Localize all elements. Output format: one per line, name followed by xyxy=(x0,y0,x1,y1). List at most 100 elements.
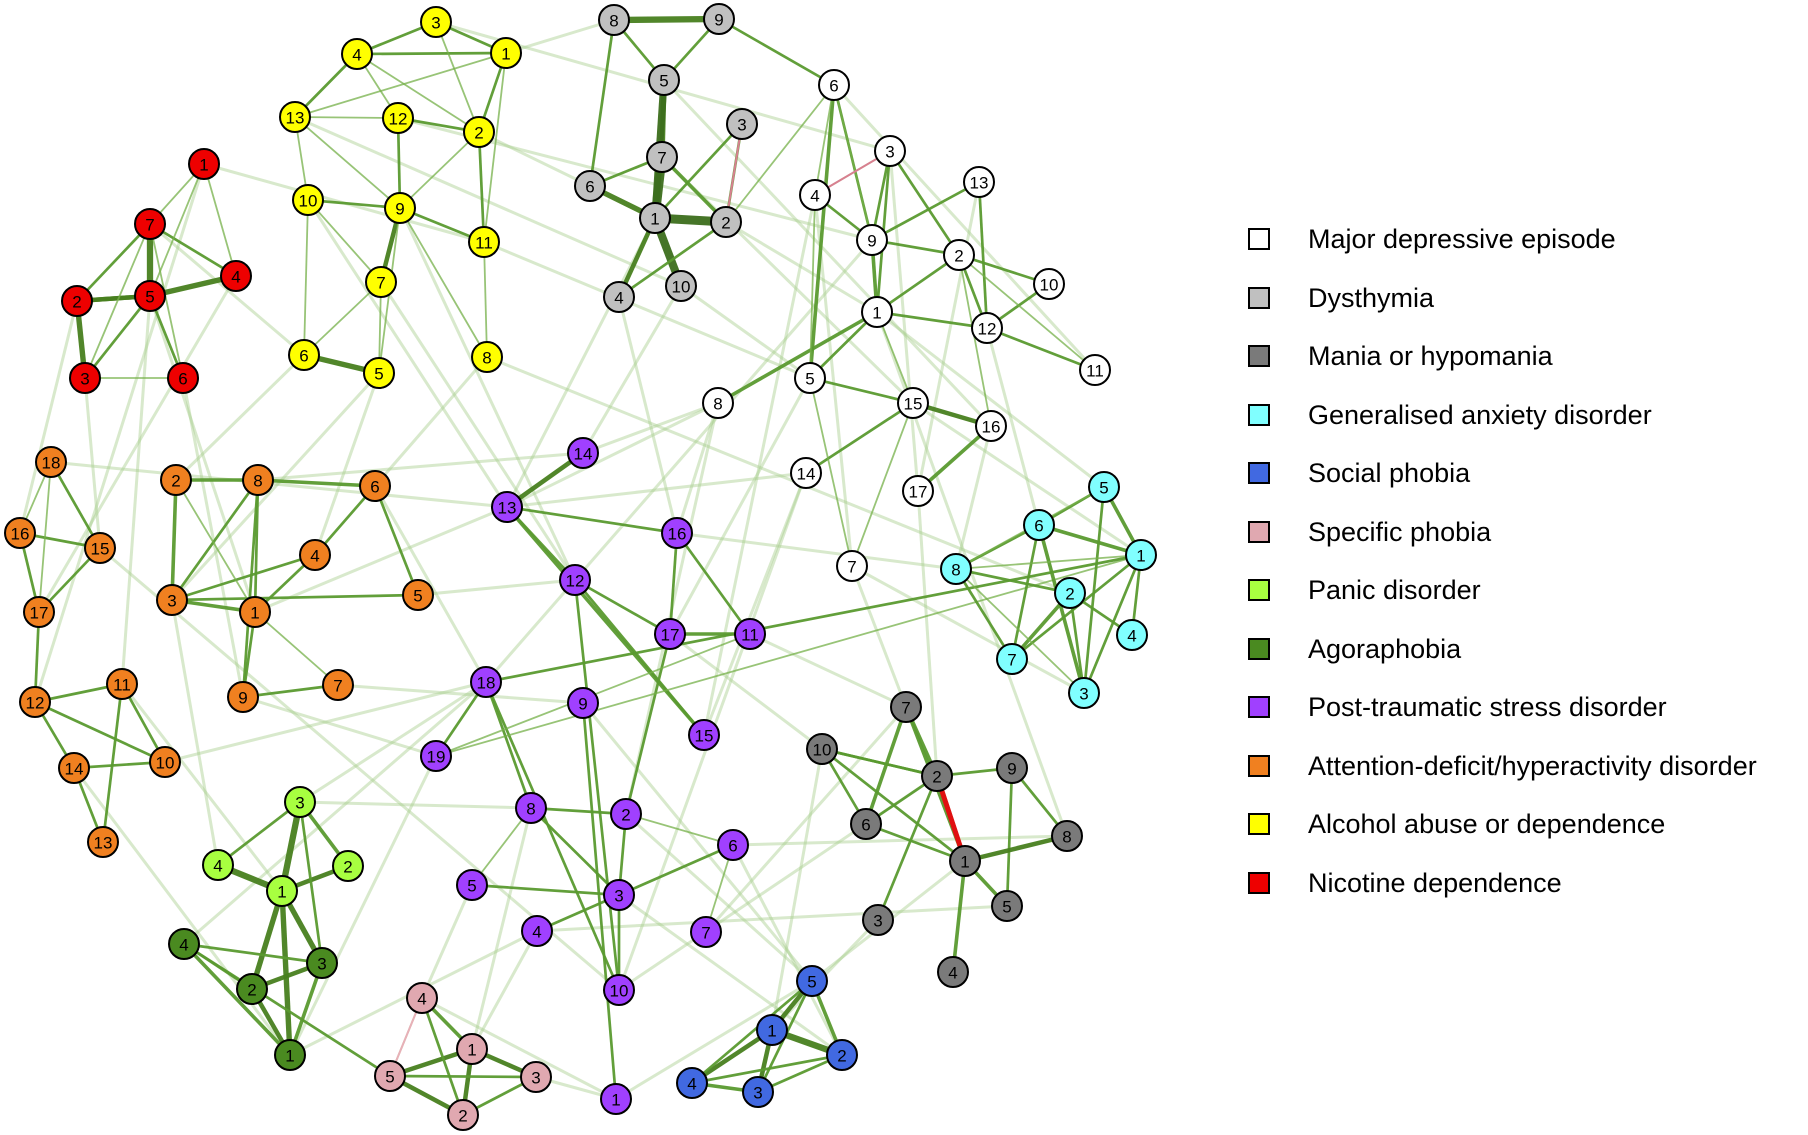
node-circle xyxy=(299,539,331,571)
node-gad-7: 7 xyxy=(996,643,1028,675)
faint-edge xyxy=(164,680,487,764)
node-label: 7 xyxy=(657,149,666,168)
node-circle xyxy=(160,464,192,496)
faint-edge xyxy=(120,295,152,685)
node-circle xyxy=(239,596,271,628)
legend-item-specific-phobia: Specific phobia xyxy=(1248,515,1808,574)
node-adhd-2: 2 xyxy=(160,464,192,496)
node-circle xyxy=(4,517,36,549)
node-label: 11 xyxy=(1086,362,1104,381)
node-label: 13 xyxy=(498,499,517,518)
node-circle xyxy=(288,339,320,371)
edge xyxy=(955,554,1142,570)
node-alc-3: 3 xyxy=(420,6,452,38)
node-label: 1 xyxy=(250,604,259,623)
node-alc-8: 8 xyxy=(471,341,503,373)
node-label: 10 xyxy=(672,278,691,297)
edge xyxy=(888,150,961,256)
node-ptsd-17: 17 xyxy=(654,618,686,650)
faint-edge xyxy=(478,130,591,188)
faint-edge xyxy=(749,632,907,709)
node-circle xyxy=(794,362,826,394)
node-nic-4: 4 xyxy=(220,260,252,292)
faint-edge xyxy=(170,371,381,602)
node-circle xyxy=(490,37,522,69)
node-circle xyxy=(1125,539,1157,571)
node-ptsd-5: 5 xyxy=(456,869,488,901)
node-adhd-1: 1 xyxy=(239,596,271,628)
node-label: 15 xyxy=(695,727,714,746)
node-circle xyxy=(470,666,502,698)
edge xyxy=(574,578,671,636)
edge xyxy=(49,461,102,549)
node-nic-1: 1 xyxy=(188,148,220,180)
edge xyxy=(203,163,237,277)
node-label: 13 xyxy=(970,174,989,193)
node-label: 8 xyxy=(253,472,262,491)
faint-edge xyxy=(662,78,993,428)
edge xyxy=(986,326,1096,372)
node-circle xyxy=(1023,509,1055,541)
node-circle xyxy=(991,890,1023,922)
edge xyxy=(977,181,989,329)
node-circle xyxy=(836,550,868,582)
edge xyxy=(506,505,678,535)
node-circle xyxy=(19,686,51,718)
edge xyxy=(573,579,706,736)
edge xyxy=(691,1053,843,1085)
node-man-8: 8 xyxy=(1051,820,1083,852)
node-label: 12 xyxy=(978,320,997,339)
edge xyxy=(420,997,465,1116)
node-label: 18 xyxy=(477,674,496,693)
edge xyxy=(613,15,720,24)
edge xyxy=(964,833,1068,864)
edge xyxy=(821,747,938,778)
edge xyxy=(876,311,914,404)
edge xyxy=(149,223,184,379)
edge xyxy=(506,506,576,581)
node-circle xyxy=(35,446,67,478)
faint-edge xyxy=(954,425,993,570)
node-label: 6 xyxy=(178,370,187,389)
node-circle xyxy=(227,681,259,713)
edge xyxy=(951,860,967,973)
node-label: 14 xyxy=(65,760,84,779)
node-label: 1 xyxy=(277,883,286,902)
node-pan-4: 4 xyxy=(202,849,234,881)
legend-swatch xyxy=(1248,228,1270,250)
legend-item-alcohol-abuse-or-dependence: Alcohol abuse or dependence xyxy=(1248,807,1808,866)
node-spe-1: 1 xyxy=(456,1033,488,1065)
node-circle xyxy=(921,760,953,792)
node-circle xyxy=(702,387,734,419)
edge xyxy=(581,702,618,1100)
edge xyxy=(170,479,260,601)
faint-edge xyxy=(581,285,683,454)
node-circle xyxy=(134,208,166,240)
node-adhd-14: 14 xyxy=(58,752,90,784)
node-label: 2 xyxy=(932,768,941,787)
node-label: 12 xyxy=(389,110,408,129)
node-circle xyxy=(292,184,324,216)
node-ptsd-6: 6 xyxy=(717,829,749,861)
node-ptsd-19: 19 xyxy=(420,740,452,772)
node-circle xyxy=(220,260,252,292)
node-soc-2: 2 xyxy=(826,1039,858,1071)
node-alc-4: 4 xyxy=(341,38,373,70)
edge xyxy=(1082,554,1143,694)
edge xyxy=(1082,486,1106,694)
edge xyxy=(573,579,621,991)
node-label: 11 xyxy=(741,626,759,645)
node-label: 1 xyxy=(611,1091,620,1110)
legend-swatch xyxy=(1248,813,1270,835)
node-circle xyxy=(940,553,972,585)
node-label: 9 xyxy=(238,689,247,708)
node-mde-3: 3 xyxy=(874,135,906,167)
edge xyxy=(958,254,1096,371)
node-gad-2: 2 xyxy=(1054,577,1086,609)
edge xyxy=(954,568,1014,660)
edge xyxy=(389,1074,537,1079)
node-adhd-3: 3 xyxy=(156,584,188,616)
edge xyxy=(725,84,835,223)
legend-item-dysthymia: Dysthymia xyxy=(1248,281,1808,340)
node-adhd-12: 12 xyxy=(19,686,51,718)
